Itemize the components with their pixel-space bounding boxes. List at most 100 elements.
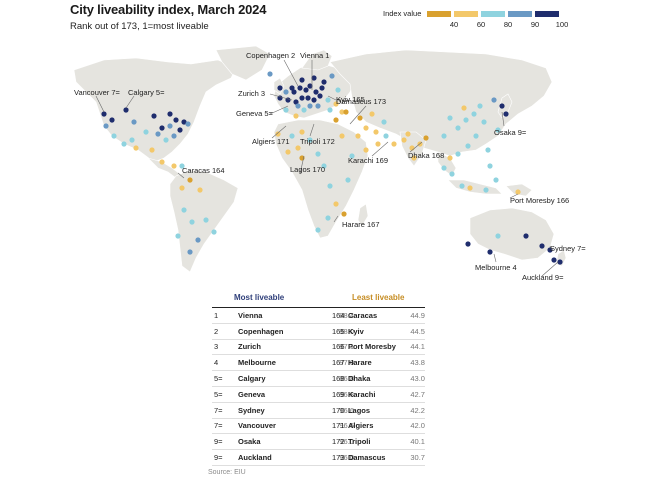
north-america-landmass [73,57,237,163]
score-cell: 40.1 [410,437,425,447]
score-cell: 44.5 [410,326,425,336]
city-dot [447,115,453,121]
least-liveable-header: Least liveable [352,293,405,302]
city-dot [295,145,301,151]
city-cell: Zurich [238,342,261,352]
city-dot [423,135,429,141]
city-cell: Osaka [238,437,261,447]
leader-line [493,253,497,263]
city-dot [495,233,501,239]
city-dot [179,163,185,169]
city-dot [275,131,281,137]
table-row: 9= Osaka 96.0 [212,434,420,451]
city-label-algiers: Algiers 171 [252,137,290,146]
city-dot [441,165,447,171]
score-cell: 42.7 [410,389,425,399]
city-dot [197,187,203,193]
leader-line [409,141,423,153]
city-dot [177,127,183,133]
rank-cell: 7= [214,421,223,431]
city-cell: Algiers [347,421,374,431]
score-cell: 96.0 [339,453,354,463]
leader-line [549,245,553,251]
city-dot [277,85,283,91]
city-dot [149,147,155,153]
leader-line [309,123,315,137]
city-dot [171,163,177,169]
city-label-melbourne: Melbourne 4 [475,263,517,272]
table-row: 7= Vancouver 96.6 [212,419,420,435]
city-dot [523,233,529,239]
city-dot [285,149,291,155]
city-dot [355,133,361,139]
city-dot [267,71,273,77]
city-dot [373,129,379,135]
city-dot [327,183,333,189]
legend-swatch [481,11,505,17]
table-row: 1 Vienna 98.4 [212,308,420,324]
city-label-copenhagen: Copenhagen 2 [246,51,295,60]
source-note: Source: EIU [208,469,246,476]
rank-cell: 165 [332,326,345,336]
city-dot [187,177,193,183]
score-cell: 98.0 [339,326,354,336]
score-cell: 98.4 [339,310,354,320]
city-dot [321,79,327,85]
divider [330,307,425,308]
city-dot [311,75,317,81]
city-cell: Vienna [238,310,263,320]
city-dot [333,201,339,207]
scandinavia-landmass [301,49,333,71]
city-dot [293,113,299,119]
leader-line [371,141,389,157]
legend-tick: 90 [530,20,540,29]
city-dot [185,121,191,127]
city-dot [315,227,321,233]
leader-line [333,215,339,223]
legend-label: Index value [383,9,422,18]
city-cell: Copenhagen [238,326,284,336]
city-dot [317,93,323,99]
city-dot [283,107,289,113]
rank-cell: 171 [332,421,345,431]
city-dot [299,77,305,83]
city-dot [329,73,335,79]
city-dot [181,207,187,213]
city-dot [171,133,177,139]
score-cell: 97.0 [339,358,354,368]
city-label-tripoli: Tripoli 172 [300,137,335,146]
city-label-caracas: Caracas 164 [182,166,225,175]
table-row: 166 Port Moresby 44.1 [330,340,425,356]
city-label-karachi: Karachi 169 [348,156,388,165]
city-label-vancouver: Vancouver 7= [74,88,121,97]
city-dot [491,97,497,103]
city-dot [405,131,411,137]
city-dot [503,111,509,117]
legend-swatch [454,11,478,17]
city-dot [299,129,305,135]
rank-cell: 166 [332,342,345,352]
city-label-sydney: Sydney 7= [550,244,586,253]
leader-line [541,261,559,277]
world-map: Copenhagen 2 Vienna 1 Zurich 3 Geneva 5= Alg… [73,45,586,282]
city-dot [461,105,467,111]
city-cell: Auckland [238,453,272,463]
most-liveable-header: Most liveable [234,293,285,302]
city-dot [189,219,195,225]
city-cell: Vancouver [238,421,276,431]
table-row: 171 Algiers 42.0 [330,419,425,435]
score-cell: 44.1 [410,342,425,352]
city-dot [133,145,139,151]
table-row: 7= Sydney 96.6 [212,403,420,419]
leader-line [299,155,305,175]
city-dot [187,249,193,255]
city-dot [175,233,181,239]
table-row: 173 Damascus 30.7 [330,450,425,466]
city-dot [159,125,165,131]
city-dot [195,237,201,243]
city-dot [151,113,157,119]
city-dot [485,147,491,153]
rank-cell: 9= [214,437,223,447]
city-dot [283,89,289,95]
leader-line [501,111,505,127]
